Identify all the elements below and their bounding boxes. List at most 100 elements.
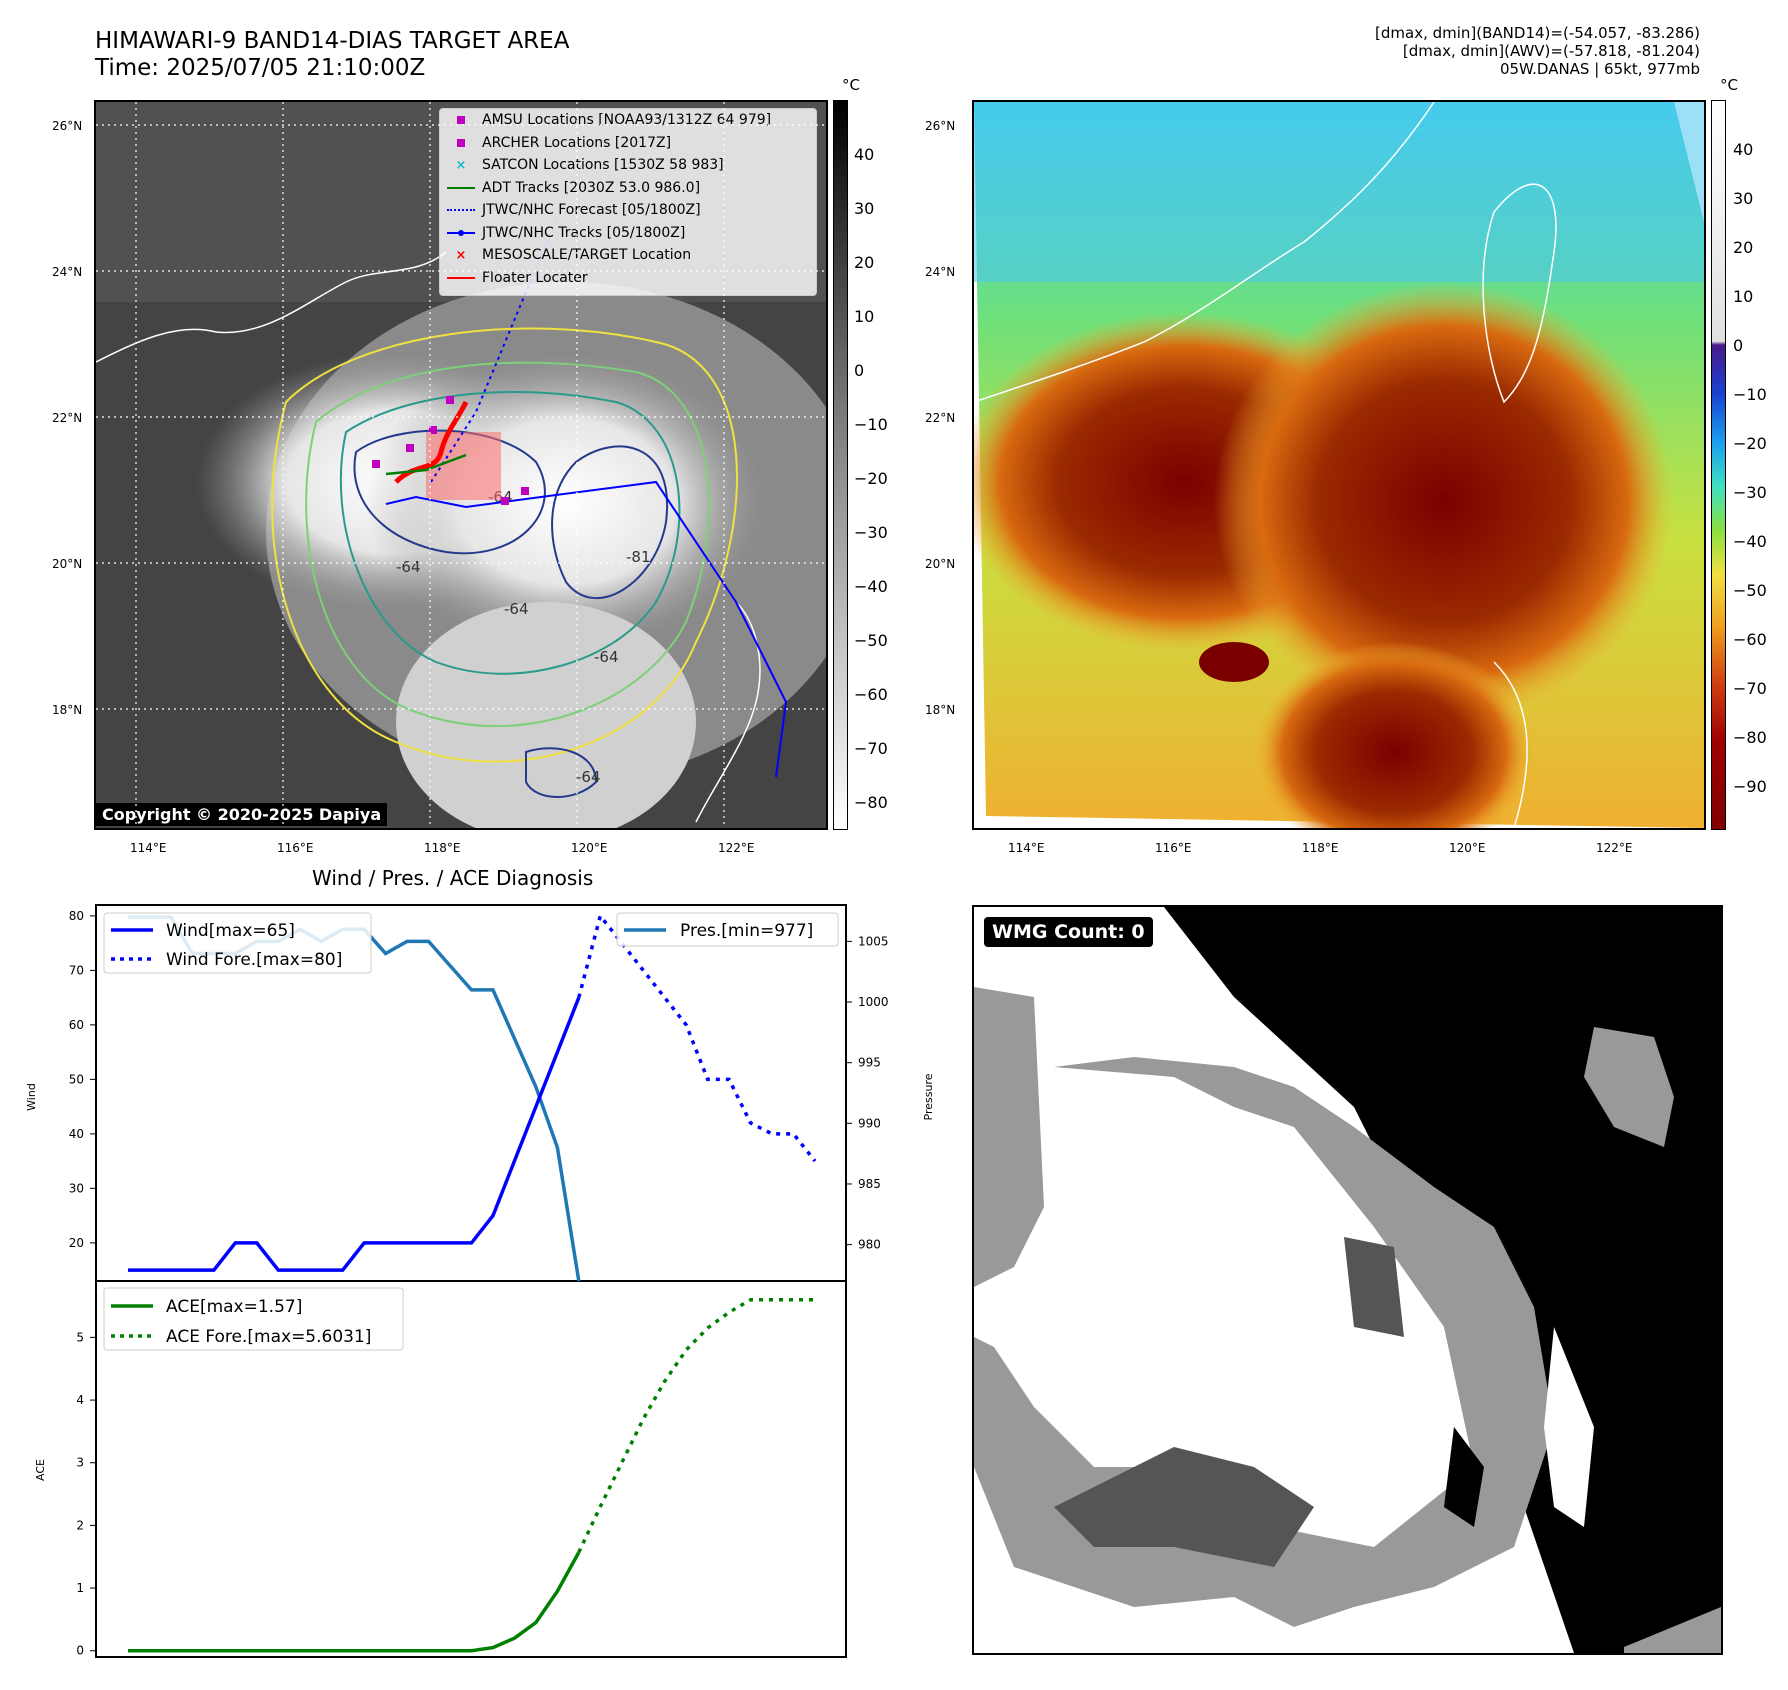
copyright-badge: Copyright © 2020-2025 Dapiya <box>96 803 388 826</box>
wind-tick-label: 70 <box>69 963 84 977</box>
contour-label: -64 <box>504 600 529 618</box>
legend-item: × SATCON Locations [1530Z 58 983] <box>440 154 816 177</box>
colorbar-tick: −10 <box>1733 385 1767 404</box>
wind-tick-label: 20 <box>69 1236 84 1250</box>
wmg-map <box>974 907 1721 1653</box>
lat-label: 18°N <box>52 703 82 717</box>
legend-label: ADT Tracks [2030Z 53.0 986.0] <box>482 179 701 196</box>
legend-item: × MESOSCALE/TARGET Location <box>440 244 816 267</box>
best-track <box>385 480 788 778</box>
coastline <box>695 601 761 823</box>
map-legend: AMSU Locations [NOAA93/1312Z 64 979] ARC… <box>439 108 817 296</box>
legend-label: MESOSCALE/TARGET Location <box>482 247 692 264</box>
lat-label: 22°N <box>52 411 82 425</box>
coastline <box>1482 183 1557 404</box>
ace-axis-ticks: 0 1 2 3 4 5 <box>76 1330 96 1658</box>
coastline <box>974 102 1435 403</box>
lat-label: 24°N <box>925 265 955 279</box>
colorbar-tick: −50 <box>854 631 888 650</box>
diagnosis-chart: 20 30 40 50 60 70 80 980 985 990 995 1000 1005 0 1 2 3… <box>25 904 935 1658</box>
wind-legend-label: Wind[max=65] <box>166 921 295 941</box>
colorbar-unit: °C <box>1720 76 1738 94</box>
lat-label: 26°N <box>52 119 82 133</box>
colorbar-tick: 10 <box>1733 287 1754 306</box>
lon-label: 118°E <box>1302 841 1339 855</box>
colorbar-tick: 20 <box>854 253 875 272</box>
legend-item: ARCHER Locations [2017Z] <box>440 132 816 155</box>
contour-label: -64 <box>594 648 619 666</box>
wind-ylabel: Wind <box>25 1083 38 1111</box>
colorbar-tick: −80 <box>854 793 888 812</box>
ace-fore-legend-label: ACE Fore.[max=5.6031] <box>166 1327 371 1347</box>
colorbar-tick: −30 <box>1733 483 1767 502</box>
ace-legend: ACE[max=1.57] ACE Fore.[max=5.6031] <box>103 1287 404 1351</box>
amsu-markers <box>372 396 529 505</box>
pressure-tick-label: 1005 <box>858 934 889 948</box>
pressure-tick-label: 980 <box>858 1238 881 1252</box>
diagnosis-title: Wind / Pres. / ACE Diagnosis <box>312 866 594 890</box>
lon-label: 116°E <box>1155 841 1192 855</box>
wind-tick-label: 80 <box>69 909 84 923</box>
wind-series-line <box>128 996 581 1272</box>
pressure-legend-label: Pres.[min=977] <box>680 921 813 941</box>
line-icon <box>440 186 482 189</box>
legend-item: ADT Tracks [2030Z 53.0 986.0] <box>440 177 816 200</box>
title-line-1: HIMAWARI-9 BAND14-DIAS TARGET AREA <box>95 28 570 54</box>
colorbar-tick: −40 <box>1733 532 1767 551</box>
line-dot-icon <box>440 229 482 237</box>
awv-colorbar <box>1711 100 1726 830</box>
cross-icon: × <box>455 157 467 173</box>
square-icon <box>440 138 482 147</box>
ace-tick-label: 1 <box>76 1581 84 1595</box>
lon-label: 122°E <box>1596 841 1633 855</box>
contour-label: -81 <box>626 548 651 566</box>
line-icon <box>440 276 482 279</box>
colorbar-tick: −40 <box>854 577 888 596</box>
colorbar-tick: −60 <box>854 685 888 704</box>
info-line-1: [dmax, dmin](BAND14)=(-54.057, -83.286) <box>1375 24 1700 42</box>
pressure-legend: Pres.[min=977] <box>616 912 839 947</box>
title-line-2: Time: 2025/07/05 21:10:00Z <box>95 55 426 81</box>
wind-tick-label: 50 <box>69 1072 84 1086</box>
colorbar-tick: −80 <box>1733 728 1767 747</box>
ir-colorbar <box>833 100 848 830</box>
lon-label: 114°E <box>130 841 167 855</box>
left-map-gridlines <box>96 102 826 828</box>
legend-item: JTWC/NHC Tracks [05/1800Z] <box>440 222 816 245</box>
info-line-3: 05W.DANAS | 65kt, 977mb <box>1499 60 1700 78</box>
colorbar-tick: 40 <box>854 145 875 164</box>
lon-label: 120°E <box>1449 841 1486 855</box>
colorbar-tick: −50 <box>1733 581 1767 600</box>
forecast-track <box>430 221 557 483</box>
info-line-2: [dmax, dmin](AWV)=(-57.818, -81.204) <box>1402 42 1700 60</box>
legend-label: AMSU Locations [NOAA93/1312Z 64 979] <box>482 112 772 129</box>
legend-item: Floater Locater <box>440 267 816 290</box>
wind-legend: Wind[max=65] Wind Fore.[max=80] <box>103 912 372 974</box>
wmg-count-badge: WMG Count: 0 <box>984 917 1153 947</box>
colorbar-tick: 30 <box>1733 189 1754 208</box>
awv-map-panel <box>972 100 1706 830</box>
colorbar-tick: 30 <box>854 199 875 218</box>
legend-label: SATCON Locations [1530Z 58 983] <box>482 157 724 174</box>
ace-forecast-series-line <box>577 1298 815 1554</box>
pressure-axis-ticks: 980 985 990 995 1000 1005 <box>846 934 889 1252</box>
awv-colorbar-ticks: 40 30 20 10 0 −10 −20 −30 −40 −50 −60 −7… <box>1733 100 1783 830</box>
wind-fore-legend-label: Wind Fore.[max=80] <box>166 950 342 970</box>
ace-tick-label: 0 <box>76 1644 84 1658</box>
colorbar-tick: −20 <box>1733 434 1767 453</box>
square-icon <box>440 116 482 125</box>
lat-label: 18°N <box>925 703 955 717</box>
colorbar-tick: −70 <box>854 739 888 758</box>
lat-label: 24°N <box>52 265 82 279</box>
legend-label: JTWC/NHC Tracks [05/1800Z] <box>482 224 686 241</box>
lat-label: 26°N <box>925 119 955 133</box>
colorbar-tick: −30 <box>854 523 888 542</box>
legend-label: Floater Locater <box>482 269 588 286</box>
contour-label: -64 <box>576 768 601 786</box>
colorbar-tick: −10 <box>854 415 888 434</box>
dotted-line-icon <box>440 209 482 212</box>
ace-tick-label: 4 <box>76 1393 84 1407</box>
lon-label: 114°E <box>1008 841 1045 855</box>
pressure-tick-label: 1000 <box>858 995 889 1009</box>
colorbar-tick: 0 <box>1733 336 1744 355</box>
